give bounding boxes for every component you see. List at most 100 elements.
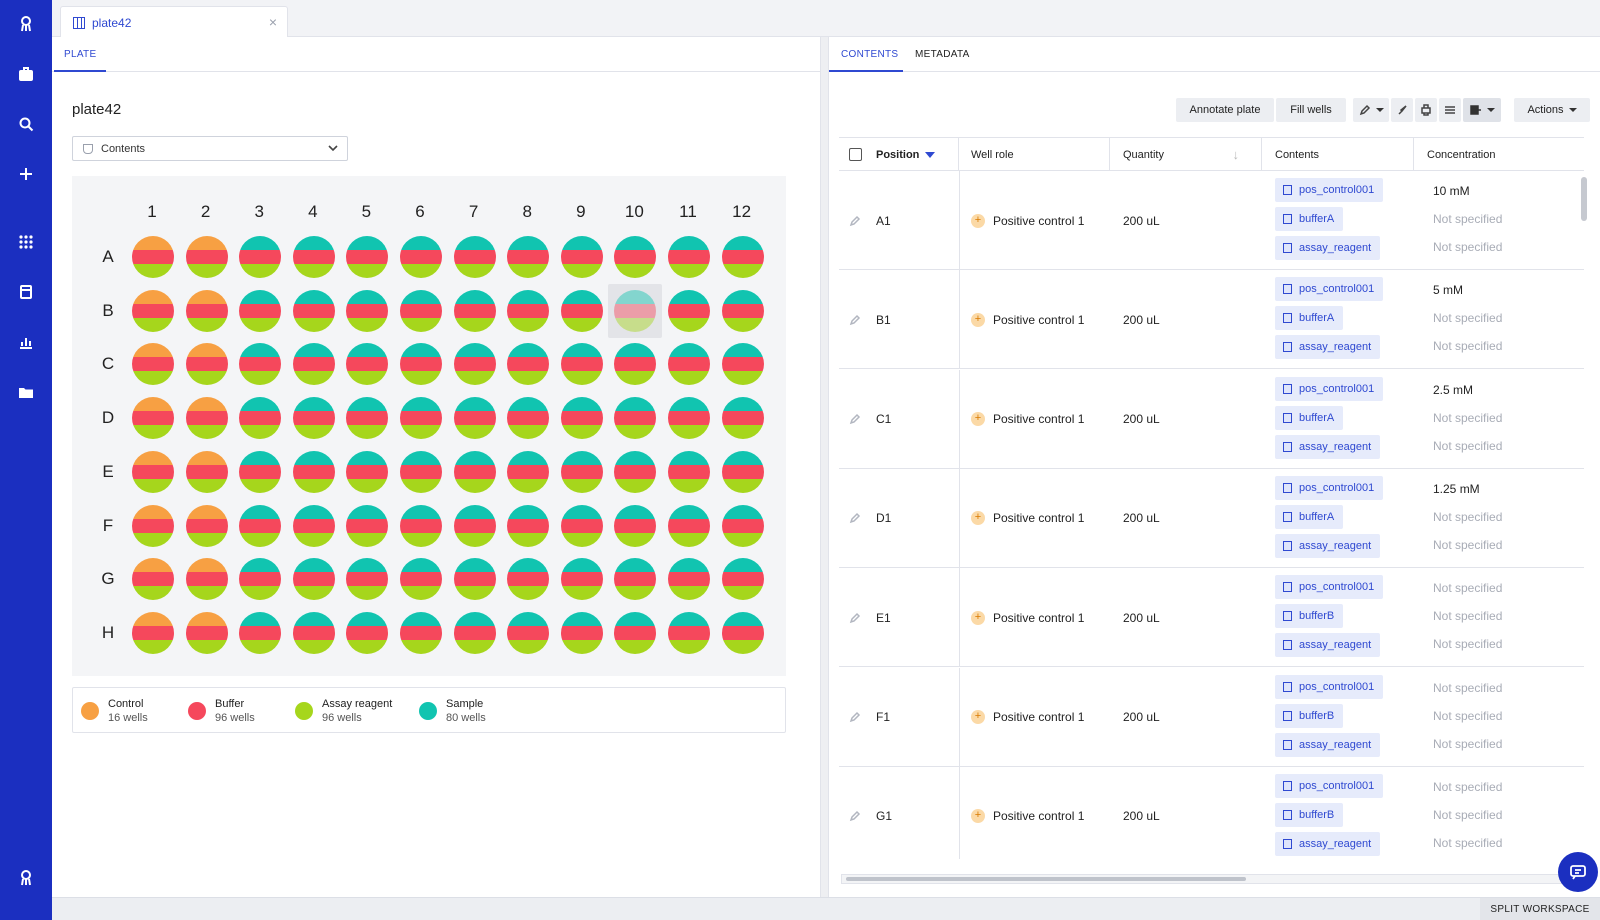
plate-well[interactable]	[453, 504, 496, 547]
plate-well[interactable]	[346, 611, 389, 654]
plate-well[interactable]	[614, 343, 657, 386]
plate-view-select[interactable]: Contents	[72, 136, 348, 161]
edit-row-button[interactable]	[849, 270, 861, 369]
plate-well[interactable]	[668, 397, 710, 440]
plate-well[interactable]	[400, 236, 442, 278]
plate-well[interactable]	[614, 558, 657, 601]
plate-column-label[interactable]: 6	[415, 202, 425, 221]
scrollbar-thumb[interactable]	[846, 877, 1246, 881]
folder-icon[interactable]	[14, 380, 38, 404]
plate-well[interactable]	[560, 236, 603, 278]
plate-well[interactable]	[132, 236, 174, 278]
plate-well[interactable]	[507, 504, 550, 547]
plate-well[interactable]	[668, 450, 710, 493]
plate-well[interactable]	[185, 397, 228, 440]
plate-well[interactable]	[560, 343, 603, 386]
plate-well[interactable]	[292, 611, 335, 654]
plate-well[interactable]	[346, 504, 389, 547]
table-row[interactable]: G1 + Positive control 1 200 uL pos_control00…	[839, 766, 1584, 859]
content-chip[interactable]: pos_control001	[1275, 674, 1384, 699]
plate-well[interactable]	[239, 504, 282, 547]
tab-plate[interactable]: PLATE	[64, 49, 97, 60]
plate-well[interactable]	[560, 611, 603, 654]
plate-well[interactable]	[507, 289, 550, 332]
plate-column-label[interactable]: 3	[254, 202, 264, 221]
chat-support-button[interactable]	[1558, 852, 1598, 892]
plate-well[interactable]	[400, 289, 442, 332]
plate-well[interactable]	[453, 450, 496, 493]
edit-row-button[interactable]	[849, 568, 861, 667]
select-all-checkbox[interactable]	[849, 148, 862, 161]
plate-well[interactable]	[721, 504, 764, 547]
annotate-plate-button[interactable]: Annotate plate	[1176, 98, 1274, 122]
split-workspace-button[interactable]: SPLIT WORKSPACE	[1480, 898, 1600, 920]
briefcase-icon[interactable]	[14, 62, 38, 86]
analytics-icon[interactable]	[14, 330, 38, 354]
content-chip[interactable]: pos_control001	[1275, 773, 1384, 798]
plate-well[interactable]	[668, 611, 710, 654]
plate-column-label[interactable]: 8	[522, 202, 532, 221]
contents-column-header[interactable]: Contents	[1262, 138, 1414, 171]
plate-well[interactable]	[560, 450, 603, 493]
apps-grid-icon[interactable]	[14, 230, 38, 254]
plate-well[interactable]	[453, 343, 496, 386]
actions-menu-button[interactable]: Actions	[1514, 98, 1590, 122]
tab-contents[interactable]: CONTENTS	[841, 49, 899, 60]
plate-well[interactable]	[185, 236, 228, 278]
plate-well[interactable]	[346, 558, 389, 601]
plate-well[interactable]	[185, 343, 228, 386]
plate-well[interactable]	[560, 289, 603, 332]
plate-well[interactable]	[185, 289, 228, 332]
plate-column-label[interactable]: 12	[732, 202, 752, 221]
plate-well[interactable]	[453, 397, 496, 440]
plate-column-label[interactable]: 1	[147, 202, 157, 221]
edit-row-button[interactable]	[849, 370, 861, 469]
plate-well[interactable]	[614, 450, 657, 493]
scrollbar-thumb[interactable]	[1581, 177, 1587, 221]
plus-icon[interactable]	[14, 162, 38, 186]
plate-well[interactable]	[400, 397, 442, 440]
content-chip[interactable]: pos_control001	[1275, 277, 1384, 302]
content-chip[interactable]: pos_control001	[1275, 376, 1384, 401]
plate-well[interactable]	[346, 397, 389, 440]
content-chip[interactable]: bufferA	[1275, 207, 1344, 231]
table-row[interactable]: F1 + Positive control 1 200 uL pos_control00…	[839, 667, 1584, 767]
plate-well[interactable]	[400, 558, 442, 601]
plate-well[interactable]	[292, 236, 335, 278]
edit-row-button[interactable]	[849, 767, 861, 859]
content-chip[interactable]: pos_control001	[1275, 575, 1384, 600]
plate-row-label[interactable]: E	[102, 461, 114, 481]
plate-well[interactable]	[132, 450, 174, 493]
content-chip[interactable]: bufferB	[1275, 703, 1344, 728]
plate-well[interactable]	[239, 343, 282, 386]
plate-row-label[interactable]: F	[102, 515, 114, 535]
content-chip[interactable]: bufferA	[1275, 306, 1344, 331]
concentration-column-header[interactable]: Concentration	[1427, 148, 1496, 161]
plate-well[interactable]	[668, 343, 710, 386]
plate-well[interactable]	[453, 236, 496, 278]
plate-well[interactable]	[721, 397, 764, 440]
plate-well[interactable]	[721, 450, 764, 493]
fill-wells-button[interactable]: Fill wells	[1276, 98, 1346, 122]
plate-well[interactable]	[292, 397, 335, 440]
close-icon[interactable]: ×	[268, 14, 277, 30]
plate-well[interactable]	[400, 450, 442, 493]
paint-button[interactable]	[1391, 98, 1413, 122]
plate-column-label[interactable]: 7	[468, 202, 479, 221]
edit-row-button[interactable]	[849, 668, 861, 767]
plate-well[interactable]	[400, 611, 442, 654]
pane-splitter[interactable]	[820, 37, 829, 897]
plate-well[interactable]	[668, 504, 710, 547]
plate-column-label[interactable]: 10	[624, 202, 644, 221]
edit-menu-button[interactable]	[1353, 98, 1389, 122]
plate-well[interactable]	[560, 397, 603, 440]
plate-well[interactable]	[346, 343, 389, 386]
plate-well[interactable]	[721, 236, 764, 278]
content-chip[interactable]: bufferA	[1275, 504, 1344, 529]
position-column-header[interactable]: Position	[839, 138, 959, 171]
plate-well[interactable]	[507, 611, 550, 654]
plate-row-label[interactable]: H	[101, 622, 115, 642]
plate-well[interactable]	[346, 289, 389, 332]
plate-well[interactable]	[239, 236, 282, 278]
plate-column-label[interactable]: 9	[576, 202, 586, 221]
